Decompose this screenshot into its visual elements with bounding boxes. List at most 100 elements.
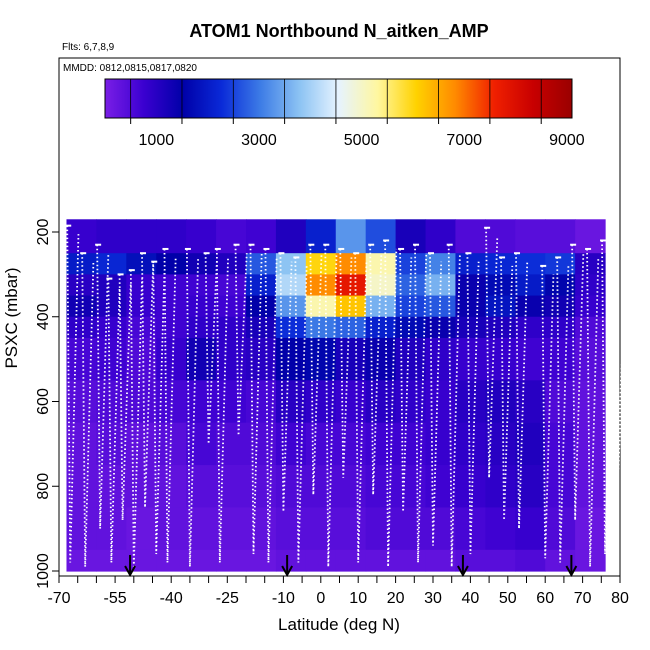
heatmap-cell <box>96 337 127 381</box>
heatmap-cell <box>365 380 397 424</box>
flight-profile <box>66 225 80 563</box>
flight-profile <box>279 253 293 512</box>
heatmap-cell <box>515 219 546 254</box>
heatmap-cell <box>305 549 337 572</box>
heatmap-cell <box>126 422 157 466</box>
heatmap-cell <box>545 549 576 572</box>
flight-profile <box>601 240 615 555</box>
heatmap-cell <box>156 274 187 297</box>
heatmap-cell <box>66 507 97 551</box>
heatmap-cell <box>545 465 576 509</box>
heatmap-cell <box>156 253 187 275</box>
heatmap-cell <box>425 253 457 275</box>
x-tick-label: 60 <box>536 590 554 607</box>
x-axis-label: Latitude (deg N) <box>278 615 400 634</box>
heatmap-cell <box>275 253 307 275</box>
heatmap-cell <box>455 465 486 509</box>
heatmap-cell <box>395 316 427 339</box>
heatmap-cell <box>96 295 127 318</box>
heatmap-cell <box>275 380 307 424</box>
heatmap-cell <box>455 219 486 254</box>
heatmap-cell <box>246 422 277 466</box>
heatmap-cell <box>485 380 516 424</box>
heatmap-cell <box>515 380 546 424</box>
heatmap-cell <box>335 316 367 339</box>
flight-profile <box>354 253 368 563</box>
heatmap-cell <box>216 465 247 509</box>
heatmap-cell <box>335 507 367 551</box>
heatmap-cell <box>216 295 247 318</box>
chart-title: ATOM1 Northbound N_aitken_AMP <box>189 21 488 41</box>
flight-profile <box>234 244 248 436</box>
heatmap-cell <box>246 380 277 424</box>
heatmap-cell <box>485 295 516 318</box>
x-tick-label: 80 <box>611 590 629 607</box>
heatmap-cell <box>66 316 97 339</box>
heatmap-cell <box>365 316 397 339</box>
flight-profile <box>339 248 353 478</box>
heatmap-cell <box>485 549 516 572</box>
x-tick-label: -25 <box>216 590 239 607</box>
heatmap-cell <box>335 465 367 509</box>
heatmap-cell <box>305 316 337 339</box>
colorbar-gradient <box>104 78 573 119</box>
heatmap-cell <box>186 316 217 339</box>
heatmap-cell <box>515 465 546 509</box>
heatmap-cell <box>365 337 397 381</box>
heatmap-cell <box>186 422 217 466</box>
flight-profile <box>541 265 555 559</box>
heatmap-cell <box>515 274 546 297</box>
flight-profile <box>163 248 177 563</box>
heatmap-cell <box>395 253 427 275</box>
heatmap-cell <box>126 219 157 254</box>
heatmap-cell <box>575 253 606 275</box>
flight-profile <box>294 257 308 563</box>
heatmap-cell <box>186 549 217 572</box>
heatmap-cell <box>246 337 277 381</box>
heatmap-cell <box>455 295 486 318</box>
flight-profile <box>586 248 600 567</box>
x-tick-label: 50 <box>499 590 517 607</box>
flight-profile <box>500 257 514 521</box>
heatmap-cell <box>275 316 307 339</box>
heatmap-cell <box>485 253 516 275</box>
heatmap-cell <box>156 549 187 572</box>
location-arrow-head <box>457 565 469 578</box>
heatmap-cell <box>246 219 277 254</box>
x-tick-label: 70 <box>574 590 592 607</box>
heatmap-cell <box>275 337 307 381</box>
heatmap-cell <box>186 380 217 424</box>
heatmap-cell <box>126 380 157 424</box>
heatmap-cell <box>545 253 576 275</box>
heatmap-cell <box>126 316 157 339</box>
heatmap-cell <box>156 316 187 339</box>
heatmap-cell <box>485 316 516 339</box>
x-tick-label: -55 <box>104 590 127 607</box>
flight-profile <box>118 274 132 521</box>
heatmap-cell <box>66 219 97 254</box>
heatmap-cell <box>216 337 247 381</box>
heatmap-cell <box>275 219 307 254</box>
flight-profile <box>429 253 443 546</box>
heatmap-cell <box>126 253 157 275</box>
heatmap-cell <box>126 507 157 551</box>
heatmap-cell <box>545 422 576 466</box>
heatmap-cell <box>335 253 367 275</box>
heatmap-cell <box>545 274 576 297</box>
heatmap-cell <box>186 465 217 509</box>
location-arrow-head <box>281 565 294 578</box>
heatmap-cell <box>186 295 217 318</box>
heatmap-cell <box>96 253 127 275</box>
y-tick-label: 200 <box>35 219 52 246</box>
heatmap-cell <box>455 316 486 339</box>
y-axis: 200 400 600 800 1000 <box>35 219 59 589</box>
heatmap-cell <box>515 253 546 275</box>
heatmap-cell <box>395 465 427 509</box>
heatmap-cell <box>485 337 516 381</box>
x-tick-label: 0 <box>316 590 325 607</box>
heatmap-cell <box>156 219 187 254</box>
heatmap-cell <box>365 295 397 318</box>
heatmap-cell <box>246 253 277 275</box>
heatmap-cell <box>395 549 427 572</box>
